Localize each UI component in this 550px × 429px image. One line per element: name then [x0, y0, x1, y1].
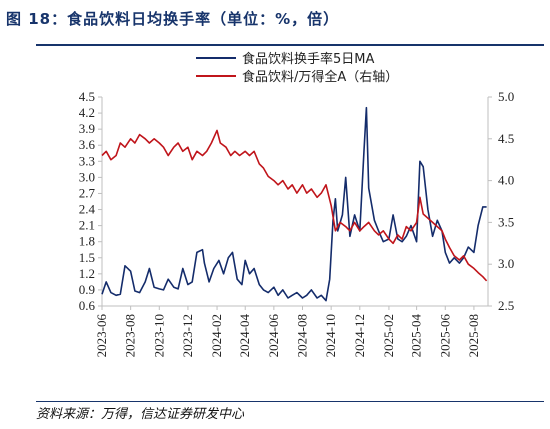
y-left-tick-label: 1.2 [79, 266, 95, 281]
x-tick-label: 2024-06 [266, 314, 281, 358]
top-rule [36, 44, 544, 46]
x-tick-label: 2024-04 [237, 314, 252, 358]
y-right-tick-label: 3.5 [498, 214, 514, 229]
bottom-rule [36, 401, 544, 402]
y-left-tick-label: 2.4 [79, 202, 96, 217]
x-tick-label: 2024-02 [209, 314, 224, 357]
legend-label: 食品饮料/万得全A（右轴） [242, 69, 398, 85]
page-title: 图 18：食品饮料日均换手率（单位：%，倍） [6, 10, 340, 28]
y-left-tick-label: 1.5 [79, 250, 95, 265]
x-tick-label: 2025-02 [381, 314, 396, 357]
x-tick-label: 2024-12 [352, 314, 367, 357]
source-note: 资料来源：万得，信达证券研发中心 [36, 407, 245, 422]
y-right-tick-label: 5.0 [498, 89, 514, 104]
y-right-tick-label: 2.5 [498, 298, 514, 313]
relative-index-line [101, 129, 488, 282]
y-right-tick-label: 4.5 [498, 131, 514, 146]
chart-legend: 食品饮料换手率5日MA 食品饮料/万得全A（右轴） [196, 51, 398, 85]
y-right-tick-label: 4.0 [498, 173, 514, 188]
x-tick-label: 2025-04 [409, 314, 424, 358]
turnover-ma-line [101, 106, 487, 302]
y-left-tick-label: 3.0 [79, 169, 95, 184]
x-tick-label: 2023-08 [123, 314, 138, 357]
x-tick-label: 2023-10 [151, 314, 166, 357]
x-tick-label: 2025-06 [437, 314, 452, 358]
y-left-tick-label: 2.7 [79, 185, 96, 200]
x-tick-label: 2025-08 [466, 314, 481, 357]
x-tick-label: 2024-08 [295, 314, 310, 357]
x-tick-label: 2023-12 [180, 314, 195, 357]
y-left-tick-label: 2.1 [79, 218, 95, 233]
y-left-tick-label: 4.5 [79, 89, 95, 104]
y-left-tick-label: 3.9 [79, 121, 95, 136]
y-left-tick-label: 3.6 [79, 137, 96, 152]
x-tick-label: 2023-06 [94, 314, 109, 358]
y-left-tick-label: 3.3 [79, 153, 95, 168]
y-right-tick-label: 3.0 [498, 256, 514, 271]
chart-axes: 4.54.23.93.63.33.02.72.42.11.81.51.20.90… [79, 89, 515, 357]
chart-series [101, 106, 488, 302]
y-left-tick-label: 4.2 [79, 105, 95, 120]
legend-label: 食品饮料换手率5日MA [242, 51, 374, 67]
x-tick-label: 2024-10 [323, 314, 338, 357]
y-left-tick-label: 0.9 [79, 282, 95, 297]
y-left-tick-label: 0.6 [79, 298, 96, 313]
y-left-tick-label: 1.8 [79, 234, 95, 249]
